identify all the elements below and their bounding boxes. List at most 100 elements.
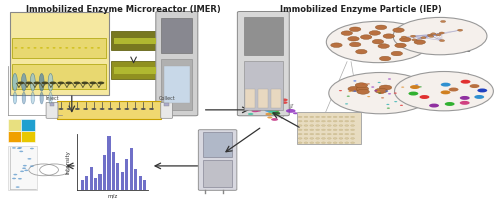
- Circle shape: [316, 116, 320, 118]
- Circle shape: [82, 82, 88, 84]
- Circle shape: [42, 82, 48, 84]
- Bar: [112, 152, 115, 190]
- Bar: [271, 89, 281, 108]
- Circle shape: [16, 186, 20, 188]
- Bar: [10, 12, 109, 95]
- Circle shape: [252, 109, 258, 112]
- Circle shape: [298, 125, 302, 126]
- Circle shape: [20, 151, 23, 152]
- Circle shape: [386, 104, 390, 105]
- Bar: [138, 176, 141, 190]
- Circle shape: [333, 133, 337, 135]
- Circle shape: [400, 105, 403, 106]
- Circle shape: [345, 125, 349, 126]
- Circle shape: [355, 83, 368, 88]
- Circle shape: [322, 120, 326, 122]
- Circle shape: [400, 37, 411, 42]
- Circle shape: [254, 106, 264, 110]
- Circle shape: [328, 120, 332, 122]
- Circle shape: [339, 90, 342, 91]
- Bar: [80, 180, 84, 190]
- Circle shape: [298, 129, 302, 131]
- Circle shape: [430, 33, 436, 35]
- Circle shape: [350, 42, 361, 47]
- Circle shape: [345, 120, 349, 122]
- Circle shape: [66, 82, 72, 84]
- Bar: [21, 131, 34, 142]
- Circle shape: [348, 86, 360, 91]
- Ellipse shape: [22, 73, 26, 91]
- Circle shape: [149, 108, 154, 110]
- Circle shape: [448, 88, 458, 91]
- Circle shape: [394, 72, 494, 111]
- Circle shape: [108, 108, 113, 110]
- Circle shape: [408, 92, 418, 96]
- Circle shape: [362, 83, 365, 85]
- Circle shape: [141, 108, 146, 110]
- Circle shape: [354, 91, 356, 92]
- Circle shape: [350, 120, 354, 122]
- Circle shape: [100, 108, 104, 110]
- Text: m/z: m/z: [108, 193, 118, 198]
- Circle shape: [50, 82, 56, 84]
- Circle shape: [348, 37, 359, 41]
- Circle shape: [339, 125, 343, 126]
- Circle shape: [421, 37, 426, 39]
- Bar: [125, 159, 128, 190]
- Circle shape: [322, 142, 326, 143]
- Circle shape: [388, 78, 391, 80]
- Circle shape: [339, 116, 343, 118]
- Circle shape: [72, 47, 74, 48]
- Circle shape: [78, 47, 81, 48]
- Circle shape: [264, 108, 274, 112]
- Circle shape: [391, 51, 402, 56]
- Circle shape: [98, 82, 104, 84]
- Circle shape: [410, 35, 416, 37]
- FancyBboxPatch shape: [238, 12, 290, 116]
- Bar: [114, 67, 156, 74]
- Bar: [90, 167, 93, 190]
- Circle shape: [298, 120, 302, 122]
- Circle shape: [329, 72, 432, 114]
- Circle shape: [66, 108, 71, 110]
- Circle shape: [444, 102, 454, 106]
- Circle shape: [271, 118, 278, 121]
- Circle shape: [345, 129, 349, 131]
- Circle shape: [470, 84, 480, 88]
- Bar: [244, 17, 283, 55]
- FancyBboxPatch shape: [156, 12, 198, 116]
- Circle shape: [378, 44, 390, 48]
- Circle shape: [339, 142, 343, 143]
- Ellipse shape: [12, 73, 18, 91]
- Bar: [57, 101, 161, 119]
- Bar: [8, 119, 21, 131]
- Circle shape: [90, 82, 96, 84]
- Circle shape: [304, 129, 308, 131]
- Bar: [164, 103, 169, 106]
- Text: Intensity: Intensity: [66, 150, 70, 174]
- Circle shape: [341, 31, 352, 35]
- Bar: [50, 103, 54, 106]
- Circle shape: [388, 93, 391, 94]
- Circle shape: [280, 98, 287, 101]
- Circle shape: [440, 40, 444, 42]
- Circle shape: [12, 178, 16, 179]
- Circle shape: [381, 92, 384, 94]
- Ellipse shape: [13, 92, 16, 104]
- Circle shape: [46, 47, 49, 48]
- Circle shape: [75, 108, 80, 110]
- Circle shape: [328, 138, 332, 139]
- Circle shape: [74, 82, 80, 84]
- Circle shape: [357, 89, 370, 94]
- Circle shape: [339, 129, 343, 131]
- Circle shape: [369, 31, 380, 35]
- Circle shape: [333, 142, 337, 143]
- Circle shape: [58, 108, 64, 110]
- Ellipse shape: [31, 92, 34, 104]
- Circle shape: [24, 170, 28, 171]
- Circle shape: [310, 125, 314, 126]
- Circle shape: [275, 108, 280, 111]
- Circle shape: [34, 82, 40, 84]
- Circle shape: [310, 142, 314, 143]
- Circle shape: [394, 93, 397, 94]
